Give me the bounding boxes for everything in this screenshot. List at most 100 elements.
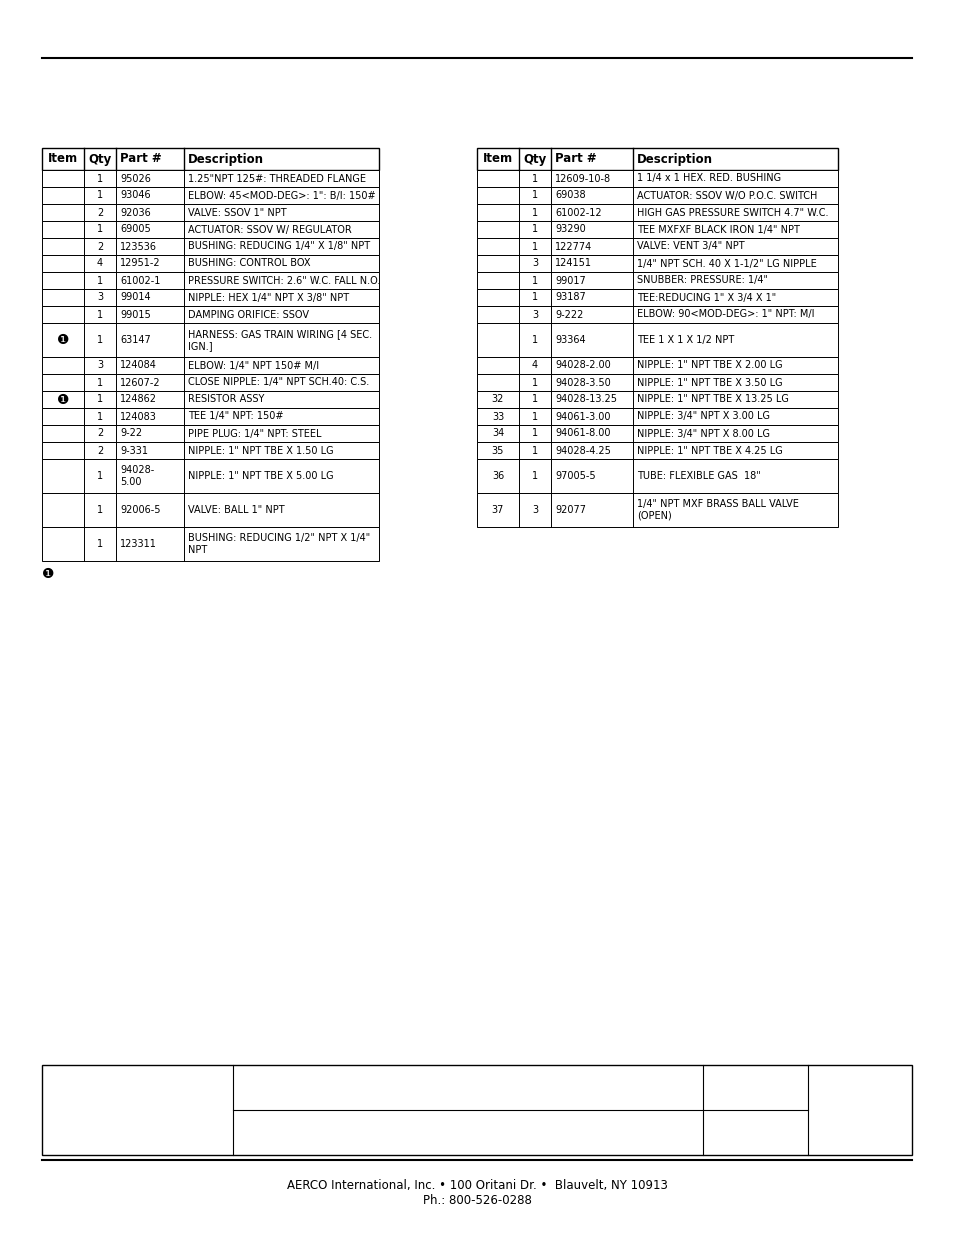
Bar — [476, 170, 837, 186]
Text: AERCO International, Inc. • 100 Oritani Dr. •  Blauvelt, NY 10913: AERCO International, Inc. • 100 Oritani … — [286, 1178, 667, 1192]
Text: 34: 34 — [492, 429, 503, 438]
Bar — [42, 408, 378, 425]
Text: ACTUATOR: SSOV W/O P.O.C. SWITCH: ACTUATOR: SSOV W/O P.O.C. SWITCH — [637, 190, 817, 200]
Text: 94061-8.00: 94061-8.00 — [555, 429, 610, 438]
Text: 93046: 93046 — [120, 190, 151, 200]
Text: 124862: 124862 — [120, 394, 157, 405]
Text: 3: 3 — [97, 293, 103, 303]
Text: 1: 1 — [532, 446, 537, 456]
Text: 1: 1 — [532, 429, 537, 438]
Bar — [42, 204, 378, 221]
Bar — [42, 289, 378, 306]
Text: TEE 1 X 1 X 1/2 NPT: TEE 1 X 1 X 1/2 NPT — [637, 335, 734, 345]
Bar — [42, 357, 378, 374]
Text: 69005: 69005 — [120, 225, 151, 235]
Bar — [476, 238, 837, 254]
Text: 123311: 123311 — [120, 538, 156, 550]
Text: 92006-5: 92006-5 — [120, 505, 160, 515]
Text: Part #: Part # — [120, 152, 161, 165]
Text: NIPPLE: HEX 1/4" NPT X 3/8" NPT: NIPPLE: HEX 1/4" NPT X 3/8" NPT — [188, 293, 349, 303]
Text: 1: 1 — [532, 378, 537, 388]
Bar — [42, 238, 378, 254]
Text: 93364: 93364 — [555, 335, 585, 345]
Text: CLOSE NIPPLE: 1/4" NPT SCH.40: C.S.: CLOSE NIPPLE: 1/4" NPT SCH.40: C.S. — [188, 378, 369, 388]
Text: Description: Description — [188, 152, 264, 165]
Text: 1: 1 — [532, 275, 537, 285]
Text: 1: 1 — [532, 394, 537, 405]
Text: 2: 2 — [97, 207, 103, 217]
Text: 9-22: 9-22 — [120, 429, 142, 438]
Text: 1: 1 — [97, 275, 103, 285]
Text: NIPPLE: 1" NPT TBE X 2.00 LG: NIPPLE: 1" NPT TBE X 2.00 LG — [637, 361, 781, 370]
Bar — [476, 148, 837, 170]
Text: ❶: ❶ — [56, 393, 70, 406]
Text: TUBE: FLEXIBLE GAS  18": TUBE: FLEXIBLE GAS 18" — [637, 471, 760, 480]
Text: VALVE: BALL 1" NPT: VALVE: BALL 1" NPT — [188, 505, 284, 515]
Text: 1: 1 — [97, 538, 103, 550]
Bar — [476, 289, 837, 306]
Text: 94028-
5.00: 94028- 5.00 — [120, 466, 154, 487]
Text: Part #: Part # — [555, 152, 596, 165]
Text: Description: Description — [637, 152, 712, 165]
Text: 94028-4.25: 94028-4.25 — [555, 446, 610, 456]
Bar — [42, 306, 378, 324]
Bar — [42, 442, 378, 459]
Text: 2: 2 — [97, 446, 103, 456]
Text: 93290: 93290 — [555, 225, 585, 235]
Text: Item: Item — [48, 152, 78, 165]
Text: 9-222: 9-222 — [555, 310, 583, 320]
Text: 33: 33 — [492, 411, 503, 421]
Bar — [42, 221, 378, 238]
Text: 92036: 92036 — [120, 207, 151, 217]
Text: 1: 1 — [97, 471, 103, 480]
Bar — [476, 425, 837, 442]
Text: 36: 36 — [492, 471, 503, 480]
Text: HARNESS: GAS TRAIN WIRING [4 SEC.
IGN.]: HARNESS: GAS TRAIN WIRING [4 SEC. IGN.] — [188, 330, 372, 351]
Text: 1: 1 — [97, 310, 103, 320]
Text: ACTUATOR: SSOV W/ REGULATOR: ACTUATOR: SSOV W/ REGULATOR — [188, 225, 352, 235]
Text: 99017: 99017 — [555, 275, 585, 285]
Text: 1: 1 — [532, 207, 537, 217]
Text: NIPPLE: 1" NPT TBE X 5.00 LG: NIPPLE: 1" NPT TBE X 5.00 LG — [188, 471, 334, 480]
Text: 1: 1 — [532, 411, 537, 421]
Text: 1: 1 — [97, 378, 103, 388]
Bar — [476, 221, 837, 238]
Bar — [476, 408, 837, 425]
Bar — [476, 254, 837, 272]
Text: 99015: 99015 — [120, 310, 151, 320]
Text: 2: 2 — [97, 429, 103, 438]
Text: 122774: 122774 — [555, 242, 592, 252]
Bar — [476, 186, 837, 204]
Text: BUSHING: REDUCING 1/4" X 1/8" NPT: BUSHING: REDUCING 1/4" X 1/8" NPT — [188, 242, 370, 252]
Text: NIPPLE: 3/4" NPT X 3.00 LG: NIPPLE: 3/4" NPT X 3.00 LG — [637, 411, 769, 421]
Text: HIGH GAS PRESSURE SWITCH 4.7" W.C.: HIGH GAS PRESSURE SWITCH 4.7" W.C. — [637, 207, 827, 217]
Text: BUSHING: CONTROL BOX: BUSHING: CONTROL BOX — [188, 258, 310, 268]
Bar — [42, 374, 378, 391]
Text: 2: 2 — [97, 242, 103, 252]
Text: 1: 1 — [97, 173, 103, 184]
Text: 1: 1 — [532, 190, 537, 200]
Text: TEE MXFXF BLACK IRON 1/4" NPT: TEE MXFXF BLACK IRON 1/4" NPT — [637, 225, 799, 235]
Text: 1: 1 — [532, 293, 537, 303]
Text: 1: 1 — [97, 411, 103, 421]
Text: RESISTOR ASSY: RESISTOR ASSY — [188, 394, 264, 405]
Text: Qty: Qty — [89, 152, 112, 165]
Text: 94028-13.25: 94028-13.25 — [555, 394, 617, 405]
Bar — [42, 148, 378, 170]
Text: 3: 3 — [532, 258, 537, 268]
Text: 1: 1 — [97, 394, 103, 405]
Text: 1: 1 — [97, 190, 103, 200]
Text: 1/4" NPT MXF BRASS BALL VALVE
(OPEN): 1/4" NPT MXF BRASS BALL VALVE (OPEN) — [637, 499, 798, 521]
Text: 93187: 93187 — [555, 293, 585, 303]
Text: 94028-2.00: 94028-2.00 — [555, 361, 610, 370]
Bar — [42, 254, 378, 272]
Text: TEE:REDUCING 1" X 3/4 X 1": TEE:REDUCING 1" X 3/4 X 1" — [637, 293, 776, 303]
Bar — [476, 493, 837, 527]
Text: 4: 4 — [532, 361, 537, 370]
Text: NIPPLE: 3/4" NPT X 8.00 LG: NIPPLE: 3/4" NPT X 8.00 LG — [637, 429, 769, 438]
Bar — [42, 272, 378, 289]
Text: 3: 3 — [532, 505, 537, 515]
Bar — [476, 324, 837, 357]
Text: 4: 4 — [97, 258, 103, 268]
Text: 1.25"NPT 125#: THREADED FLANGE: 1.25"NPT 125#: THREADED FLANGE — [188, 173, 366, 184]
